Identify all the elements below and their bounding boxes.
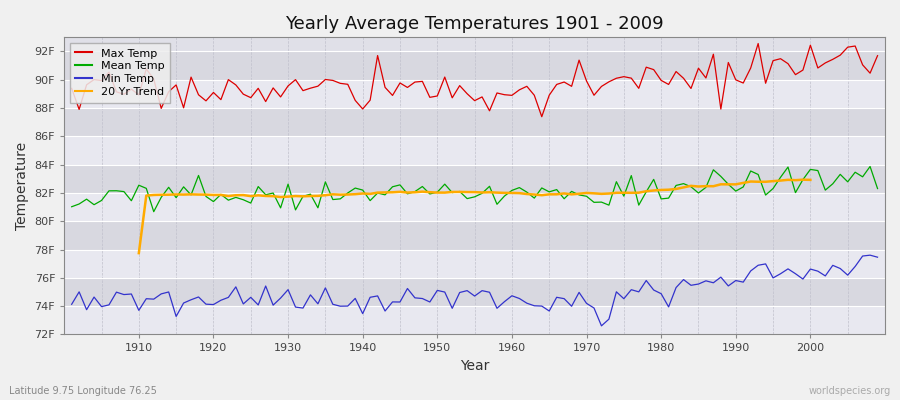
Bar bbox=[64, 52, 885, 80]
Legend: Max Temp, Mean Temp, Min Temp, 20 Yr Trend: Max Temp, Mean Temp, Min Temp, 20 Yr Tre… bbox=[70, 43, 170, 103]
Text: worldspecies.org: worldspecies.org bbox=[809, 386, 891, 396]
Bar bbox=[64, 80, 885, 108]
Bar bbox=[64, 278, 885, 306]
X-axis label: Year: Year bbox=[460, 359, 490, 373]
Text: Latitude 9.75 Longitude 76.25: Latitude 9.75 Longitude 76.25 bbox=[9, 386, 157, 396]
Bar bbox=[64, 193, 885, 221]
Bar bbox=[64, 108, 885, 136]
Bar bbox=[64, 250, 885, 278]
Bar bbox=[64, 306, 885, 334]
Bar bbox=[64, 165, 885, 193]
Bar bbox=[64, 136, 885, 165]
Bar bbox=[64, 221, 885, 250]
Y-axis label: Temperature: Temperature bbox=[15, 142, 29, 230]
Title: Yearly Average Temperatures 1901 - 2009: Yearly Average Temperatures 1901 - 2009 bbox=[285, 15, 664, 33]
